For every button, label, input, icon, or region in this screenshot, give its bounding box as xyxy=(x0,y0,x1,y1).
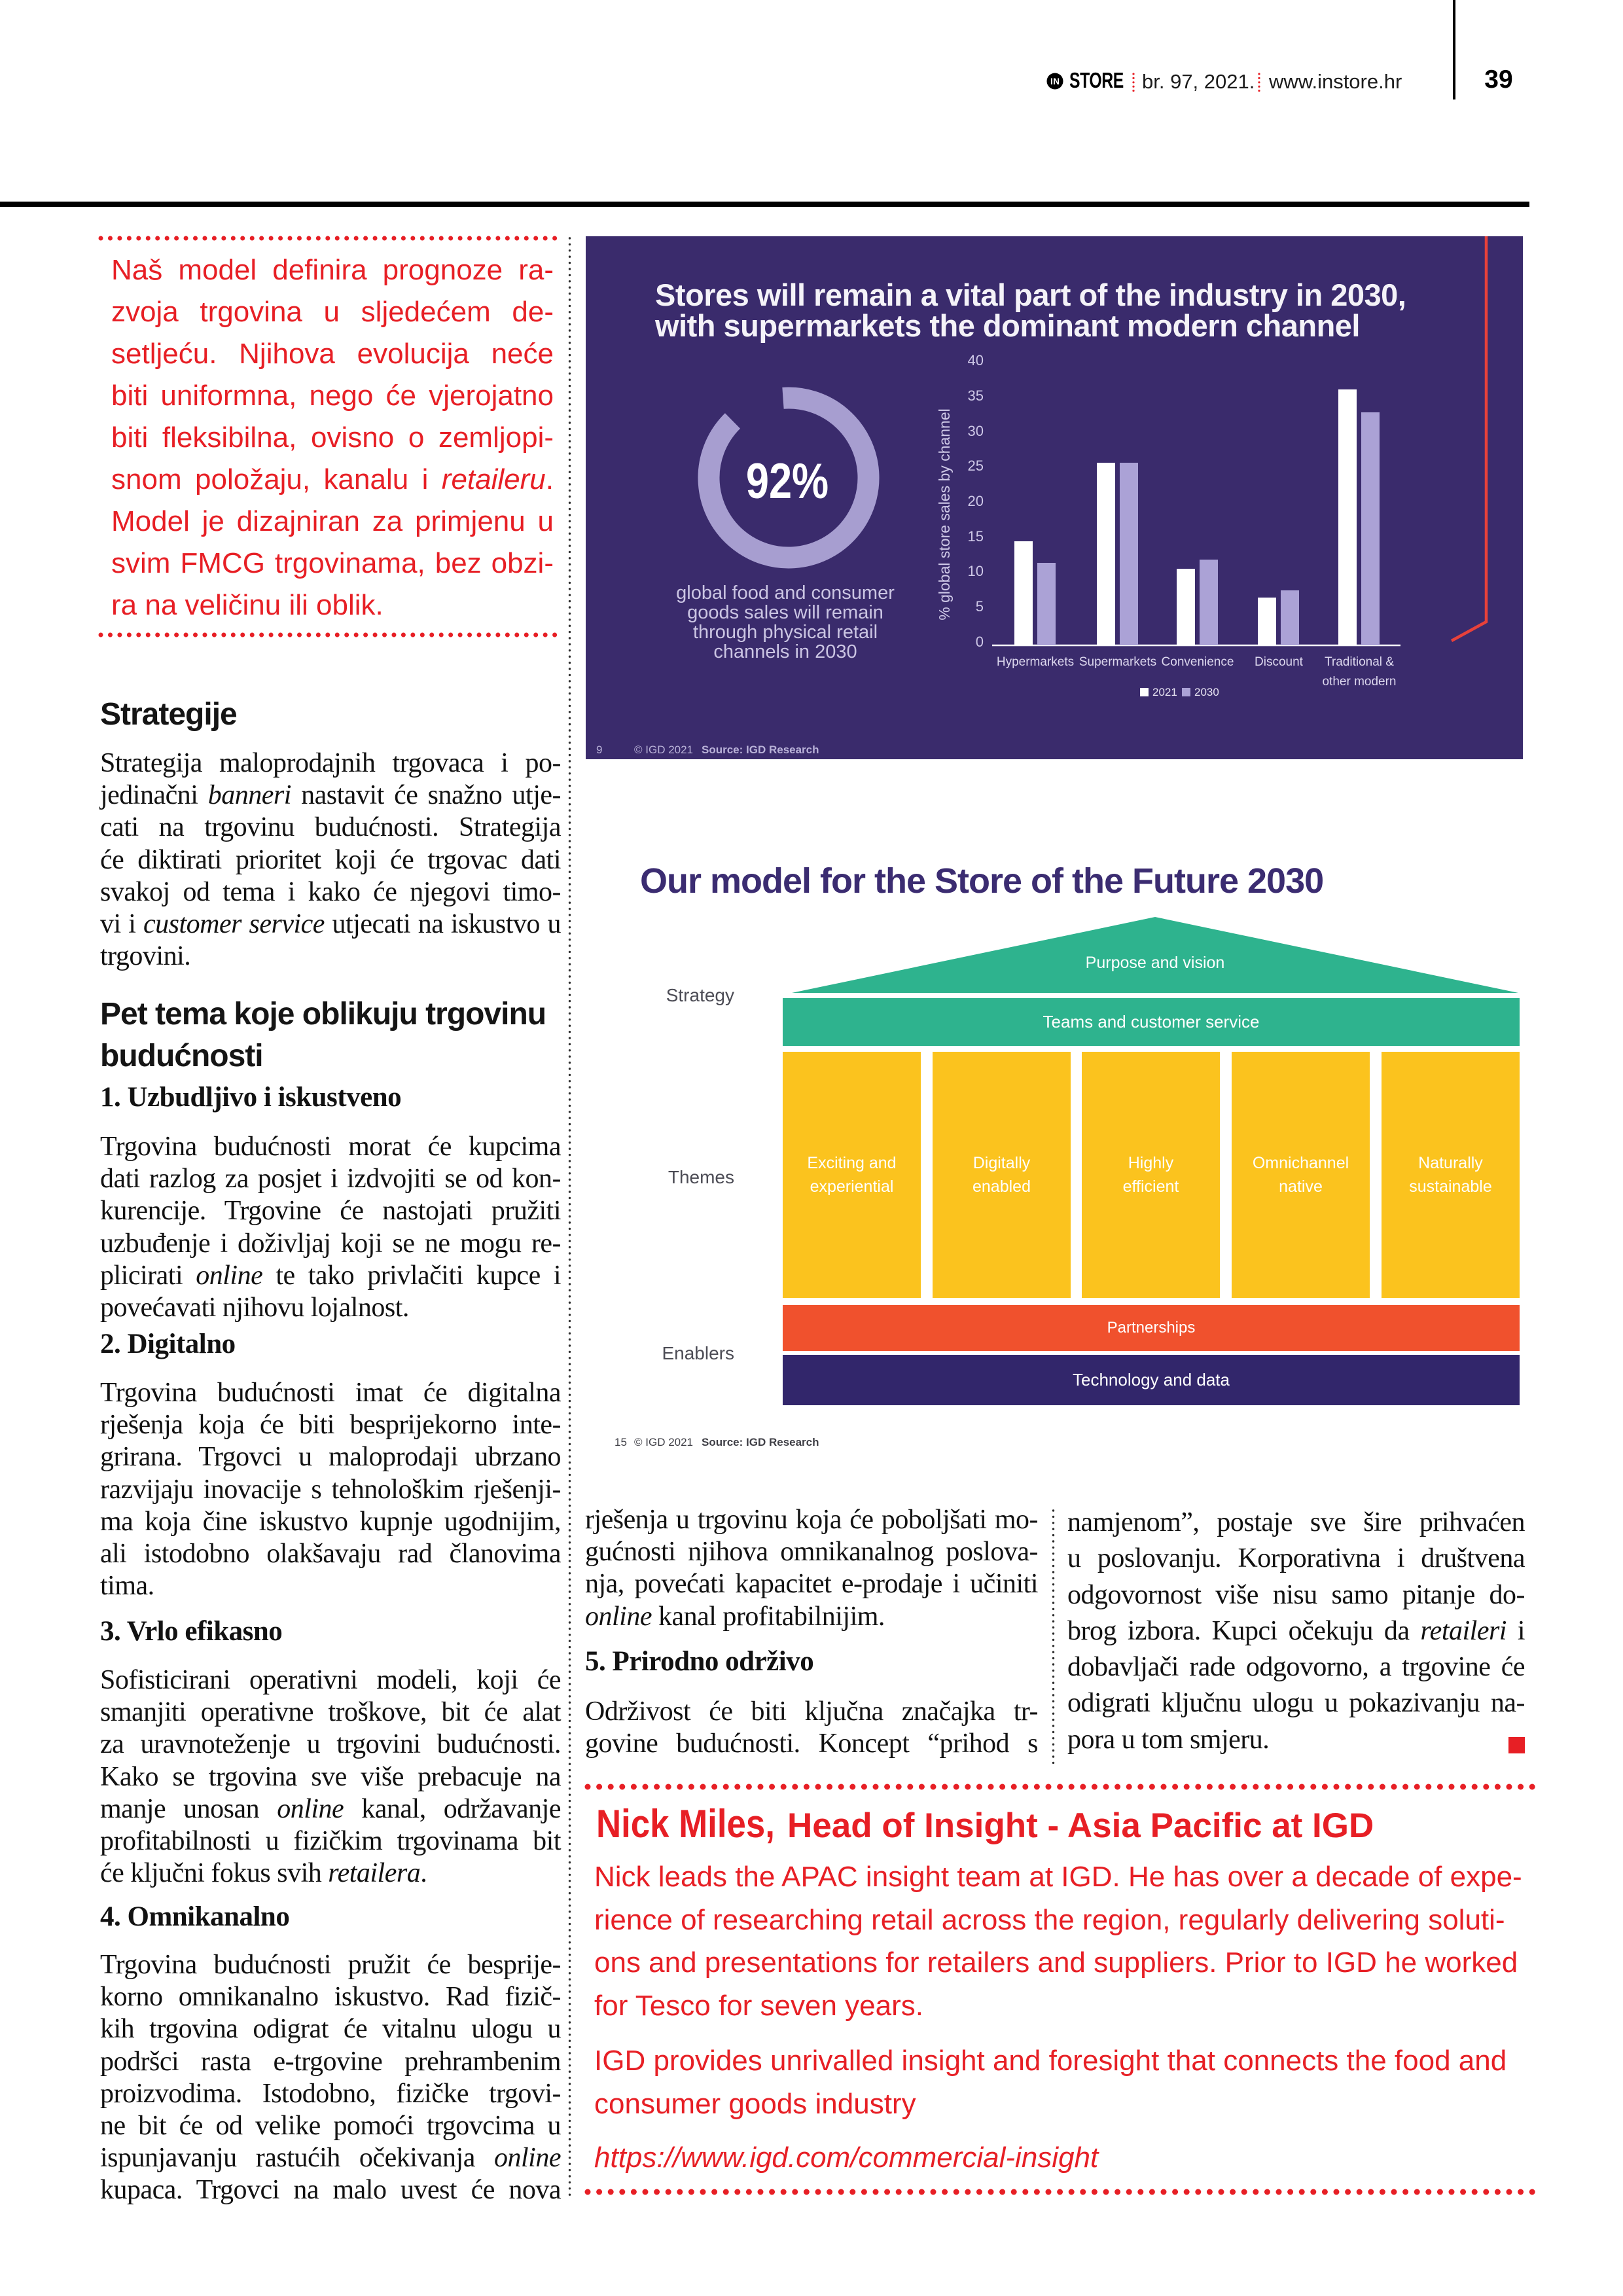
svg-text:other modern: other modern xyxy=(1322,675,1396,689)
svg-text:40: 40 xyxy=(968,352,984,368)
svg-text:30: 30 xyxy=(968,423,984,439)
svg-text:2030: 2030 xyxy=(1194,686,1219,698)
svg-text:25: 25 xyxy=(968,457,984,474)
svg-text:Traditional &: Traditional & xyxy=(1325,655,1394,669)
svg-text:Supermarkets: Supermarkets xyxy=(1079,655,1156,669)
svg-text:10: 10 xyxy=(968,563,984,579)
svg-text:20: 20 xyxy=(968,493,984,509)
svg-text:IN: IN xyxy=(1050,77,1060,86)
svg-text:© IGD 2021: © IGD 2021 xyxy=(634,744,693,756)
svg-text:5: 5 xyxy=(976,598,984,615)
svg-text:Discount: Discount xyxy=(1255,655,1304,669)
svg-text:Source: IGD Research: Source: IGD Research xyxy=(702,744,819,756)
svg-text:35: 35 xyxy=(968,387,984,404)
svg-text:% global store sales by channe: % global store sales by channel xyxy=(936,408,953,620)
svg-text:9: 9 xyxy=(596,744,602,756)
svg-text:Convenience: Convenience xyxy=(1162,655,1234,669)
svg-text:Hypermarkets: Hypermarkets xyxy=(997,655,1074,669)
svg-text:15: 15 xyxy=(968,528,984,545)
svg-text:0: 0 xyxy=(976,634,984,650)
svg-text:2021: 2021 xyxy=(1152,686,1177,698)
